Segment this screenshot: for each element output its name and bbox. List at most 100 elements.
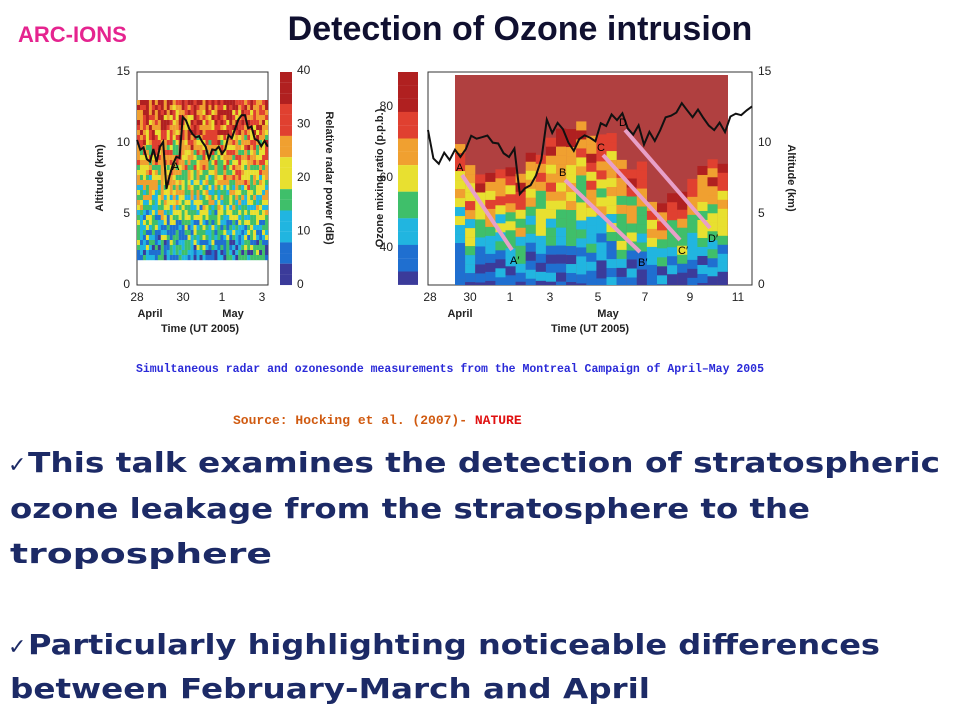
heatmap-cell (235, 155, 239, 161)
heatmap-cell (214, 195, 218, 201)
heatmap-cell (184, 110, 188, 116)
heatmap-cell (241, 240, 245, 246)
heatmap-cell (154, 235, 158, 241)
heatmap-cell (148, 250, 153, 256)
heatmap-cell (566, 138, 577, 148)
heatmap-cell (596, 224, 607, 234)
heatmap-cell (217, 150, 221, 156)
heatmap-cell (586, 216, 597, 226)
heatmap-cell (717, 190, 728, 200)
heatmap-cell (687, 268, 698, 279)
heatmap-cell (238, 235, 242, 241)
heatmap-cell (244, 240, 248, 246)
heatmap-cell (229, 160, 233, 166)
heatmap-cell (244, 185, 248, 191)
heatmap-cell (247, 145, 251, 151)
heatmap-cell (160, 225, 164, 231)
heatmap-cell (576, 166, 587, 176)
heatmap-cell (160, 135, 164, 141)
heatmap-cell (205, 105, 209, 111)
heatmap-cell (687, 259, 698, 270)
heatmap-cell (166, 125, 170, 131)
heatmap-cell (667, 283, 678, 285)
heatmap-cell (205, 240, 209, 246)
heatmap-cell (576, 265, 587, 275)
heatmap-cell (505, 266, 516, 276)
heatmap-cell (193, 200, 197, 206)
heatmap-cell (259, 175, 263, 181)
heatmap-cell (139, 210, 144, 216)
heatmap-cell (250, 245, 254, 251)
heatmap-cell (250, 110, 254, 116)
heatmap-cell (535, 235, 546, 246)
heatmap-cell (241, 190, 245, 196)
heatmap-cell (256, 110, 260, 116)
heatmap-cell (247, 220, 251, 226)
heatmap-cell (667, 256, 678, 266)
heatmap-cell (455, 225, 466, 235)
heatmap-cell (154, 145, 158, 151)
heatmap-cell (265, 125, 269, 131)
heatmap-cell (148, 210, 153, 216)
heatmap-cell (139, 155, 144, 161)
heatmap-cell (636, 233, 647, 243)
heatmap-cell (187, 185, 191, 191)
heatmap-cell (137, 115, 141, 121)
heatmap-cell (687, 178, 698, 189)
heatmap-cell (596, 134, 607, 144)
heatmap-cell (606, 259, 617, 269)
heatmap-cell (145, 160, 150, 166)
heatmap-cell (259, 160, 263, 166)
heatmap-cell (169, 145, 173, 151)
heatmap-cell (232, 250, 236, 256)
heatmap-cell (148, 125, 153, 131)
heatmap-cell (241, 145, 245, 151)
heatmap-cell (160, 210, 164, 216)
heatmap-cell (596, 260, 607, 270)
heatmap-cell (256, 130, 260, 136)
heatmap-cell (226, 215, 230, 221)
heatmap-cell (139, 130, 144, 136)
heatmap-cell (169, 135, 173, 141)
heatmap-cell (157, 220, 161, 226)
heatmap-cell (137, 245, 141, 251)
heatmap-cell (265, 160, 269, 166)
heatmap-cell (220, 230, 224, 236)
heatmap-cell (244, 105, 248, 111)
heatmap-cell (193, 100, 197, 106)
heatmap-cell (495, 277, 506, 285)
heatmap-cell (229, 110, 233, 116)
heatmap-cell (465, 210, 476, 220)
heatmap-cell (606, 142, 617, 152)
heatmap-cell (229, 120, 233, 126)
heatmap-cell (139, 195, 144, 201)
heatmap-cell (229, 150, 233, 156)
heatmap-cell (515, 227, 526, 237)
heatmap-cell (190, 155, 194, 161)
heatmap-cell (235, 145, 239, 151)
heatmap-cell (190, 205, 194, 211)
heatmap-cell (646, 282, 658, 285)
heatmap-cell (166, 170, 170, 176)
heatmap-cell (235, 230, 239, 236)
heatmap-cell (485, 271, 496, 282)
heatmap-cell (211, 100, 215, 106)
heatmap-cell (157, 255, 161, 261)
heatmap-cell (154, 110, 158, 116)
heatmap-cell (657, 239, 668, 249)
heatmap-cell (199, 170, 203, 176)
heatmap-cell (208, 230, 212, 236)
heatmap-cell (455, 207, 466, 217)
heatmap-cell (596, 179, 607, 189)
heatmap-cell (465, 228, 476, 238)
heatmap-cell (226, 150, 230, 156)
heatmap-cell (226, 240, 230, 246)
heatmap-cell (157, 110, 161, 116)
heatmap-cell (238, 155, 242, 161)
x-axis-label: Time (UT 2005) (551, 323, 629, 335)
heatmap-cell (235, 245, 239, 251)
heatmap-cell (166, 105, 170, 111)
heatmap-cell (226, 170, 230, 176)
heatmap-cell (262, 110, 266, 116)
